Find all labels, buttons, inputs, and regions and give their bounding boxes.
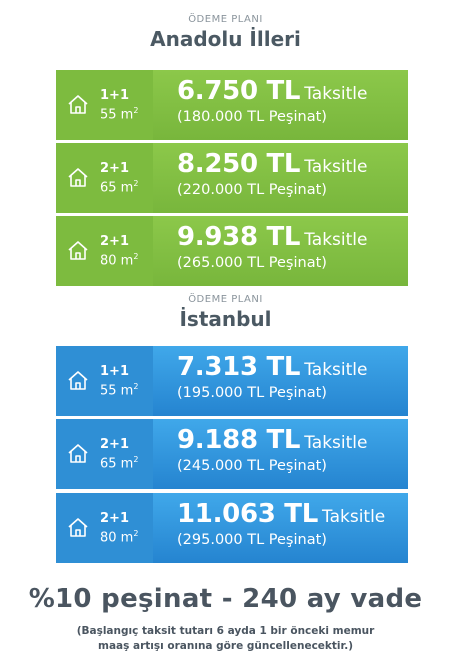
plan-room-block: 2+1 80 m2 — [56, 216, 153, 286]
footer-note-line: (Başlangıç taksit tutarı 6 ayda 1 bir ön… — [76, 625, 375, 637]
installment-label: Taksitle — [322, 507, 386, 527]
section-eyebrow: ÖDEME PLANI — [188, 14, 263, 25]
plan-price-block: 6.750 TL Taksitle (180.000 TL Peşinat) — [153, 70, 408, 140]
plan-price-block: 9.188 TL Taksitle (245.000 TL Peşinat) — [153, 419, 408, 489]
plan-card: 1+1 55 m2 7.313 TL Taksitle (195.000 TL P… — [56, 346, 408, 416]
room-count: 2+1 — [100, 160, 129, 176]
house-icon — [68, 444, 88, 463]
section-eyebrow: ÖDEME PLANI — [188, 294, 263, 305]
plan-price-block: 8.250 TL Taksitle (220.000 TL Peşinat) — [153, 143, 408, 213]
installment-label: Taksitle — [304, 157, 368, 177]
room-count: 1+1 — [100, 363, 129, 379]
installment-label: Taksitle — [304, 230, 368, 250]
installment-price: 8.250 TL — [177, 149, 301, 179]
room-count: 2+1 — [100, 436, 129, 452]
section-title: İstanbul — [179, 307, 272, 331]
section-title: Anadolu İlleri — [150, 27, 301, 51]
room-count: 2+1 — [100, 510, 129, 526]
down-payment: (220.000 TL Peşinat) — [177, 182, 327, 198]
installment-label: Taksitle — [304, 360, 368, 380]
footer-headline: %10 peşinat - 240 ay vade — [28, 584, 423, 614]
plan-card: 2+1 65 m2 9.188 TL Taksitle (245.000 TL P… — [56, 419, 408, 489]
room-size: 80 m2 — [100, 251, 139, 269]
room-count: 1+1 — [100, 87, 129, 103]
room-size: 65 m2 — [100, 454, 139, 472]
installment-label: Taksitle — [304, 84, 368, 104]
plan-room-block: 2+1 80 m2 — [56, 493, 153, 563]
house-icon — [68, 95, 88, 114]
plan-room-block: 2+1 65 m2 — [56, 419, 153, 489]
section-header-anadolu: ÖDEME PLANI Anadolu İlleri — [0, 14, 451, 51]
room-size: 65 m2 — [100, 178, 139, 196]
room-size: 55 m2 — [100, 105, 139, 123]
house-icon — [68, 371, 88, 390]
room-size: 80 m2 — [100, 528, 139, 546]
house-icon — [68, 518, 88, 537]
installment-price: 6.750 TL — [177, 76, 301, 106]
footer-note-line: maaş artışı oranına göre güncellenecekti… — [98, 640, 353, 652]
plan-price-block: 9.938 TL Taksitle (265.000 TL Peşinat) — [153, 216, 408, 286]
plan-room-block: 2+1 65 m2 — [56, 143, 153, 213]
installment-price: 7.313 TL — [177, 352, 301, 382]
plan-card: 2+1 65 m2 8.250 TL Taksitle (220.000 TL P… — [56, 143, 408, 213]
room-count: 2+1 — [100, 233, 129, 249]
section-header-istanbul: ÖDEME PLANI İstanbul — [0, 294, 451, 331]
installment-price: 9.188 TL — [177, 425, 301, 455]
down-payment: (195.000 TL Peşinat) — [177, 385, 327, 401]
house-icon — [68, 168, 88, 187]
room-size: 55 m2 — [100, 381, 139, 399]
plan-card: 2+1 80 m2 11.063 TL Taksitle (295.000 TL … — [56, 493, 408, 563]
plan-room-block: 1+1 55 m2 — [56, 70, 153, 140]
installment-price: 9.938 TL — [177, 222, 301, 252]
down-payment: (245.000 TL Peşinat) — [177, 458, 327, 474]
plan-room-block: 1+1 55 m2 — [56, 346, 153, 416]
installment-label: Taksitle — [304, 433, 368, 453]
plan-price-block: 11.063 TL Taksitle (295.000 TL Peşinat) — [153, 493, 408, 563]
plan-price-block: 7.313 TL Taksitle (195.000 TL Peşinat) — [153, 346, 408, 416]
plan-card: 1+1 55 m2 6.750 TL Taksitle (180.000 TL P… — [56, 70, 408, 140]
footer-note: (Başlangıç taksit tutarı 6 ayda 1 bir ön… — [0, 624, 451, 654]
installment-price: 11.063 TL — [177, 499, 318, 529]
down-payment: (265.000 TL Peşinat) — [177, 255, 327, 271]
down-payment: (180.000 TL Peşinat) — [177, 109, 327, 125]
down-payment: (295.000 TL Peşinat) — [177, 532, 327, 548]
plan-card: 2+1 80 m2 9.938 TL Taksitle (265.000 TL P… — [56, 216, 408, 286]
house-icon — [68, 241, 88, 260]
